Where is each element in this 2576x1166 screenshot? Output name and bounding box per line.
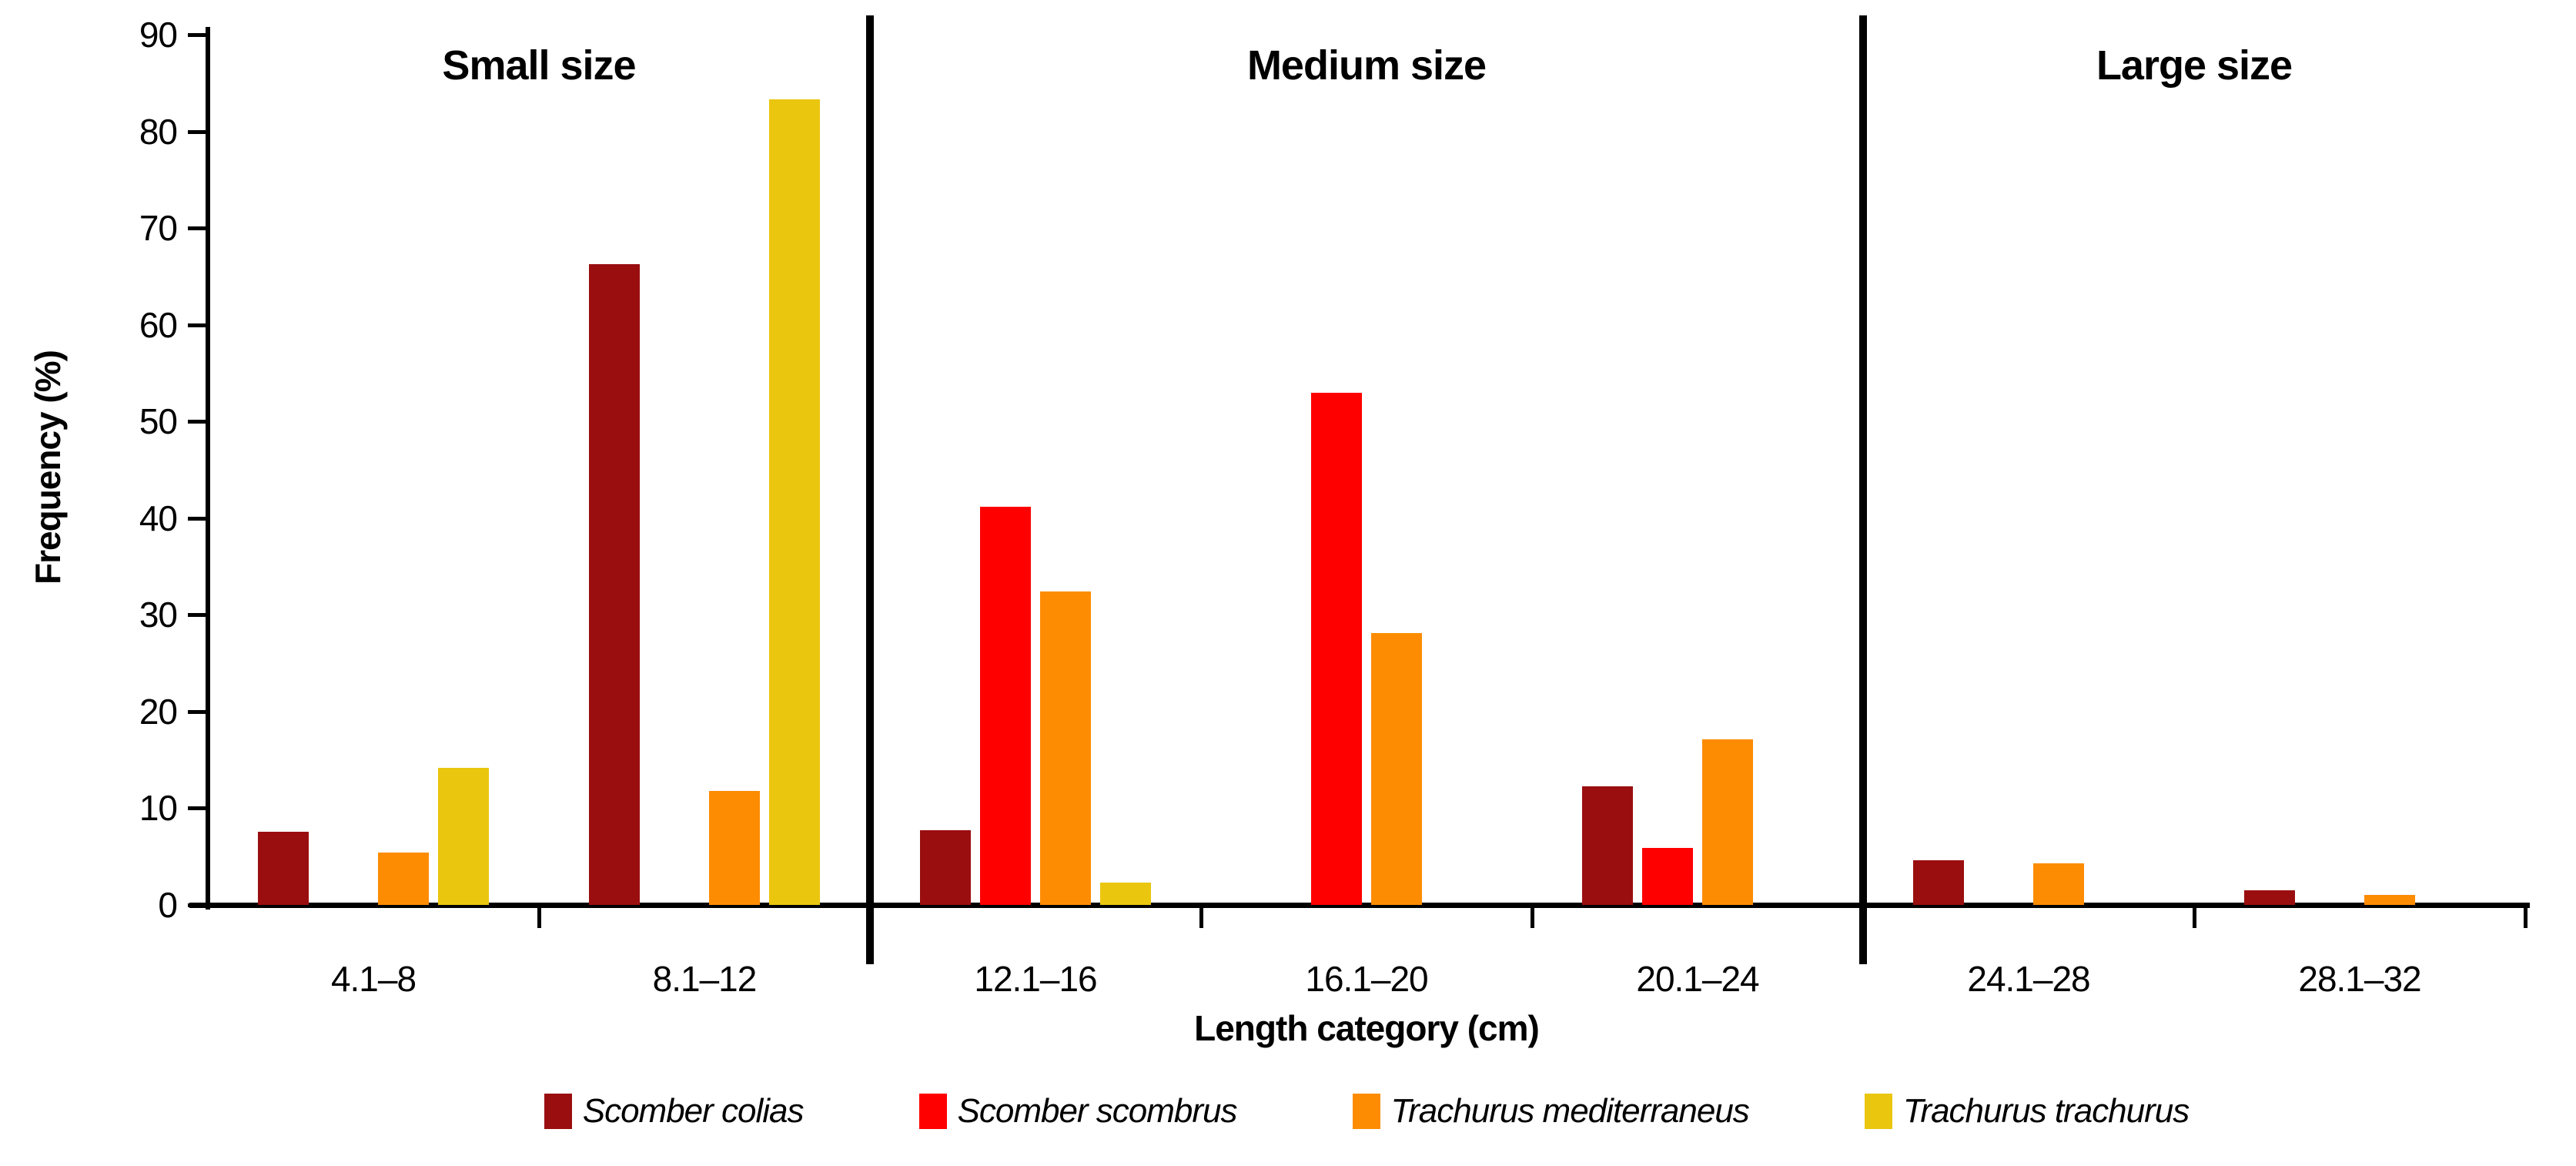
x-category-label: 16.1–20	[1305, 959, 1428, 999]
section-title: Large size	[2096, 42, 2293, 89]
y-tick-mark	[188, 516, 208, 521]
bar-scomber-colias	[1581, 786, 1633, 905]
bar-scomber-colias	[2243, 890, 2295, 905]
bar-scomber-colias	[588, 263, 640, 905]
bar-trachurus-mediterraneus	[1702, 739, 1754, 905]
legend-label: Scomber colias	[582, 1092, 805, 1130]
y-tick-mark	[188, 806, 208, 811]
legend-swatch	[1352, 1094, 1380, 1129]
y-axis-line	[206, 27, 210, 910]
legend: Scomber colias Scomber scombrus Trachurus …	[208, 1084, 2525, 1138]
x-category-label: 28.1–32	[2298, 959, 2421, 999]
x-category-label: 8.1–12	[652, 959, 758, 999]
y-tick-mark	[188, 33, 208, 37]
y-tick-label: 40	[139, 498, 178, 538]
y-tick-label: 90	[139, 15, 178, 55]
y-tick-mark	[188, 903, 208, 907]
x-category-label: 24.1–28	[1967, 959, 2090, 999]
legend-item: Trachurus trachurus	[1864, 1092, 2190, 1130]
y-tick-mark	[188, 323, 208, 327]
bar-scomber-colias	[1912, 860, 1964, 905]
bar-trachurus-trachurus	[438, 767, 490, 905]
legend-item: Scomber scombrus	[918, 1092, 1238, 1130]
bar-trachurus-trachurus	[769, 99, 821, 905]
bar-trachurus-trachurus	[1100, 883, 1152, 905]
y-tick-label: 10	[139, 788, 178, 829]
x-category-label: 20.1–24	[1636, 959, 1759, 999]
bar-scomber-colias	[919, 830, 971, 905]
y-tick-label: 0	[158, 885, 178, 925]
x-category-label: 4.1–8	[330, 959, 417, 999]
y-tick-mark	[188, 420, 208, 424]
bar-trachurus-mediterraneus	[2033, 863, 2085, 905]
x-tick-mark	[2524, 908, 2527, 928]
legend-label: Trachurus trachurus	[1902, 1092, 2190, 1130]
bar-scomber-colias	[257, 831, 309, 905]
legend-label: Trachurus mediterraneus	[1390, 1092, 1750, 1130]
section-divider	[1859, 15, 1867, 964]
y-tick-label: 30	[139, 595, 178, 635]
bar-trachurus-mediterraneus	[1040, 591, 1092, 905]
bar-scomber-scombrus	[1310, 392, 1362, 905]
legend-item: Trachurus mediterraneus	[1352, 1092, 1750, 1130]
bar-trachurus-mediterraneus	[2364, 895, 2416, 905]
y-tick-mark	[188, 613, 208, 618]
legend-swatch	[1864, 1094, 1892, 1129]
legend-label: Scomber scombrus	[957, 1092, 1238, 1130]
legend-swatch	[544, 1094, 572, 1129]
y-tick-label: 20	[139, 691, 178, 732]
bar-trachurus-mediterraneus	[709, 790, 761, 905]
y-tick-mark	[188, 709, 208, 714]
legend-item: Scomber colias	[544, 1092, 805, 1130]
y-tick-label: 60	[139, 304, 178, 345]
section-divider	[866, 15, 874, 964]
y-tick-label: 80	[139, 111, 178, 152]
legend-swatch	[918, 1094, 947, 1129]
y-tick-label: 70	[139, 208, 178, 249]
bar-trachurus-mediterraneus	[378, 853, 430, 905]
section-title: Medium size	[1246, 42, 1487, 89]
y-tick-mark	[188, 226, 208, 231]
y-tick-label: 50	[139, 401, 178, 442]
bar-scomber-scombrus	[1641, 847, 1693, 905]
bar-scomber-scombrus	[979, 506, 1031, 905]
y-tick-mark	[188, 129, 208, 134]
section-title: Small size	[442, 42, 636, 89]
x-axis-line	[189, 903, 2530, 908]
x-tick-mark	[537, 908, 541, 928]
x-axis-title: Length category (cm)	[1194, 1008, 1540, 1048]
bar-trachurus-mediterraneus	[1371, 633, 1423, 905]
x-tick-mark	[2193, 908, 2196, 928]
x-tick-mark	[1199, 908, 1203, 928]
x-category-label: 12.1–16	[974, 959, 1097, 999]
x-tick-mark	[1531, 908, 1534, 928]
